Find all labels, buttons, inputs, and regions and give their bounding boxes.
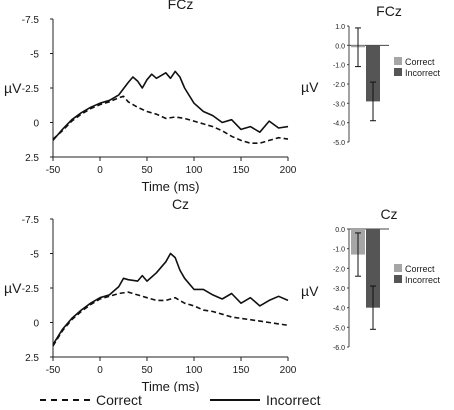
- cz-bar-title: Cz: [380, 206, 397, 222]
- cz-line-y-tick-label: -5: [30, 250, 39, 261]
- legend-correct-label: Correct: [96, 392, 142, 408]
- cz-bar-y-tick-label: -4.0: [333, 306, 345, 313]
- fcz-bar-legend-label-incorrect: Incorrect: [405, 68, 441, 78]
- cz-line-x-tick-label: 0: [97, 365, 103, 376]
- cz-bar-y-tick-label: -1.0: [333, 247, 345, 254]
- cz-bar-bar-incorrect: [366, 229, 380, 308]
- cz-bar-y-tick-label: -2.0: [333, 266, 345, 273]
- fcz-line-series-incorrect: [52, 70, 289, 141]
- cz-line-y-tick-label: -2.5: [22, 284, 40, 295]
- fcz-line-y-tick-label: 2.5: [25, 153, 39, 164]
- fcz-line-y-tick-label: -2.5: [22, 84, 40, 95]
- legend-dashed-swatch: [40, 399, 90, 401]
- fcz-bar-legend-swatch-correct: [394, 57, 402, 65]
- legend-solid-swatch: [210, 399, 260, 401]
- fcz-line-y-tick-label: -5: [30, 50, 39, 61]
- legend-correct: Correct: [40, 392, 142, 408]
- fcz-line-title: FCz: [168, 0, 194, 12]
- cz-line-title: Cz: [172, 196, 189, 212]
- legend-incorrect-label: Incorrect: [266, 392, 321, 408]
- fcz-bar-y-tick-label: -1.0: [333, 63, 345, 70]
- cz-bar-legend-label-correct: Correct: [405, 264, 435, 274]
- fcz-bar-y-tick-label: -4.0: [333, 121, 345, 128]
- cz-line-y-tick-label: 0: [33, 319, 39, 330]
- fcz-line-x-label: Time (ms): [141, 179, 199, 194]
- fcz-line-x-tick-label: -50: [46, 165, 61, 176]
- fcz-line-x-tick-label: 0: [97, 165, 103, 176]
- cz-line-x-tick-label: 200: [280, 365, 297, 376]
- fcz-line-y-tick-label: 0: [33, 119, 39, 130]
- fcz-bar-y-label: µV: [301, 79, 319, 95]
- fcz-bar-y-tick-label: -2.0: [333, 82, 345, 89]
- cz-line-series-incorrect: [52, 252, 289, 346]
- fcz-bar-y-tick-label: 0.0: [335, 43, 345, 50]
- cz-line-x-tick-label: -50: [46, 365, 61, 376]
- fcz-bar-bar-incorrect: [366, 45, 380, 102]
- fcz-bar-title: FCz: [376, 3, 402, 19]
- fcz-bar-y-tick-label: -5.0: [333, 140, 345, 147]
- cz-line-x-tick-label: 50: [141, 365, 153, 376]
- fcz-line-x-tick-label: 100: [186, 165, 203, 176]
- fcz-bar-legend-swatch-incorrect: [394, 68, 402, 76]
- fcz-bar-legend-label-correct: Correct: [405, 57, 435, 67]
- fcz-line-x-tick-label: 200: [280, 165, 297, 176]
- cz-line-x-tick-label: 150: [233, 365, 250, 376]
- cz-bar-y-tick-label: -6.0: [333, 345, 345, 352]
- cz-bar-y-tick-label: -3.0: [333, 286, 345, 293]
- cz-line-y-tick-label: 2.5: [25, 353, 39, 364]
- cz-bar-legend-swatch-correct: [394, 264, 402, 272]
- legend-incorrect: Incorrect: [210, 392, 320, 408]
- fcz-bar-y-tick-label: -3.0: [333, 101, 345, 108]
- fcz-bar-y-tick-label: 1.0: [335, 24, 345, 31]
- cz-bar-legend-swatch-incorrect: [394, 275, 402, 283]
- cz-line-y-tick-label: -7.5: [22, 215, 40, 226]
- cz-bar-y-tick-label: 0.0: [335, 227, 345, 234]
- cz-bar-y-tick-label: -5.0: [333, 325, 345, 332]
- cz-line-series-correct: [52, 291, 289, 347]
- fcz-line-x-tick-label: 50: [141, 165, 153, 176]
- cz-bar-legend-label-incorrect: Incorrect: [405, 275, 441, 285]
- cz-line-x-label: Time (ms): [141, 379, 199, 392]
- fcz-line-y-tick-label: -7.5: [22, 15, 40, 26]
- fcz-line-series-correct: [52, 95, 289, 144]
- fcz-line-x-tick-label: 150: [233, 165, 250, 176]
- fcz-line-y-label: µV: [4, 80, 22, 96]
- cz-line-y-label: µV: [4, 280, 22, 296]
- bottom-legend: Correct Incorrect: [40, 392, 420, 410]
- cz-bar-y-label: µV: [301, 283, 319, 299]
- cz-line-x-tick-label: 100: [186, 365, 203, 376]
